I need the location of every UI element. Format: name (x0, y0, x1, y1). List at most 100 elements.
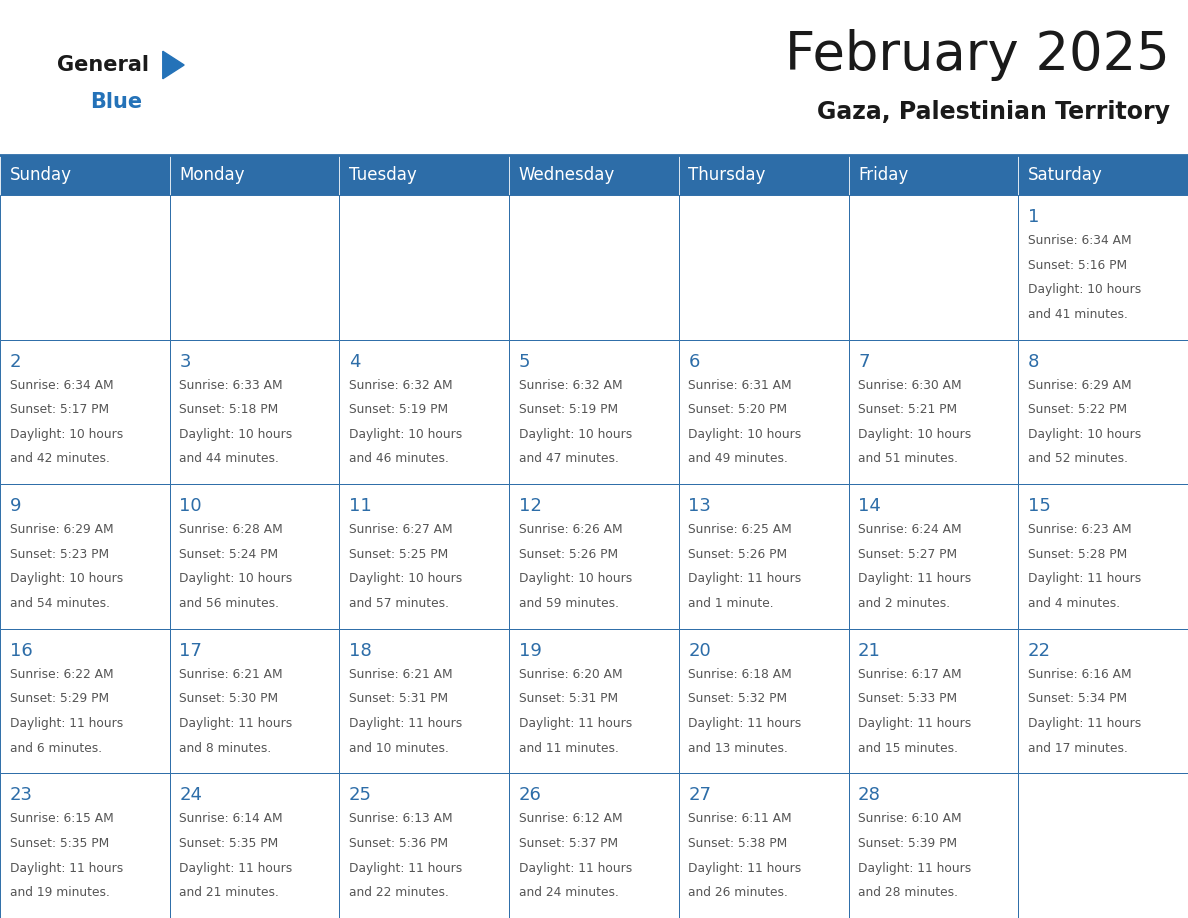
Text: Sunrise: 6:10 AM: Sunrise: 6:10 AM (858, 812, 962, 825)
Bar (340, 155, 510, 195)
Text: and 2 minutes.: and 2 minutes. (858, 597, 950, 610)
Text: Daylight: 11 hours: Daylight: 11 hours (349, 717, 462, 730)
Text: Daylight: 11 hours: Daylight: 11 hours (519, 862, 632, 875)
Text: Sunset: 5:33 PM: Sunset: 5:33 PM (858, 692, 958, 705)
Text: Sunday: Sunday (10, 166, 71, 184)
Text: Daylight: 10 hours: Daylight: 10 hours (349, 428, 462, 441)
Text: Sunset: 5:35 PM: Sunset: 5:35 PM (10, 837, 109, 850)
Text: Sunrise: 6:34 AM: Sunrise: 6:34 AM (10, 378, 113, 392)
Text: 18: 18 (349, 642, 372, 660)
Text: Daylight: 11 hours: Daylight: 11 hours (858, 862, 972, 875)
Bar (0, 195, 170, 340)
Text: 4: 4 (349, 353, 360, 371)
Text: Sunrise: 6:24 AM: Sunrise: 6:24 AM (858, 523, 962, 536)
Text: Sunrise: 6:17 AM: Sunrise: 6:17 AM (858, 667, 962, 681)
Bar (170, 195, 340, 340)
Text: Sunrise: 6:20 AM: Sunrise: 6:20 AM (519, 667, 623, 681)
Bar (848, 773, 1018, 918)
Text: Daylight: 11 hours: Daylight: 11 hours (519, 717, 632, 730)
Text: Sunset: 5:27 PM: Sunset: 5:27 PM (858, 548, 958, 561)
Bar (170, 340, 340, 484)
Text: 8: 8 (1028, 353, 1040, 371)
Text: Sunrise: 6:25 AM: Sunrise: 6:25 AM (688, 523, 792, 536)
Text: and 4 minutes.: and 4 minutes. (1028, 597, 1120, 610)
Text: Daylight: 11 hours: Daylight: 11 hours (858, 573, 972, 586)
Bar (510, 155, 678, 195)
Bar (678, 629, 848, 773)
Bar (340, 773, 510, 918)
Bar (1018, 195, 1188, 340)
Bar (678, 773, 848, 918)
Text: 19: 19 (519, 642, 542, 660)
Text: February 2025: February 2025 (785, 29, 1170, 81)
Text: Sunrise: 6:28 AM: Sunrise: 6:28 AM (179, 523, 283, 536)
Text: and 51 minutes.: and 51 minutes. (858, 453, 958, 465)
Text: and 47 minutes.: and 47 minutes. (519, 453, 619, 465)
Text: 14: 14 (858, 498, 881, 515)
Text: Daylight: 10 hours: Daylight: 10 hours (688, 428, 802, 441)
Text: Sunrise: 6:32 AM: Sunrise: 6:32 AM (349, 378, 453, 392)
Bar (0, 773, 170, 918)
Text: Sunset: 5:38 PM: Sunset: 5:38 PM (688, 837, 788, 850)
Bar (678, 484, 848, 629)
Text: 25: 25 (349, 787, 372, 804)
Text: Sunrise: 6:31 AM: Sunrise: 6:31 AM (688, 378, 792, 392)
Text: and 6 minutes.: and 6 minutes. (10, 742, 102, 755)
Text: and 26 minutes.: and 26 minutes. (688, 886, 788, 900)
Text: Sunrise: 6:29 AM: Sunrise: 6:29 AM (1028, 378, 1131, 392)
Text: Sunset: 5:28 PM: Sunset: 5:28 PM (1028, 548, 1127, 561)
Bar (1018, 484, 1188, 629)
Text: Sunrise: 6:34 AM: Sunrise: 6:34 AM (1028, 234, 1131, 247)
Text: and 1 minute.: and 1 minute. (688, 597, 775, 610)
Bar (1018, 629, 1188, 773)
Text: Daylight: 10 hours: Daylight: 10 hours (519, 428, 632, 441)
Text: Saturday: Saturday (1028, 166, 1102, 184)
Text: 10: 10 (179, 498, 202, 515)
Bar (510, 340, 678, 484)
Text: and 56 minutes.: and 56 minutes. (179, 597, 279, 610)
Text: 20: 20 (688, 642, 712, 660)
Text: Gaza, Palestinian Territory: Gaza, Palestinian Territory (817, 100, 1170, 124)
Text: 1: 1 (1028, 208, 1040, 226)
Text: Sunrise: 6:33 AM: Sunrise: 6:33 AM (179, 378, 283, 392)
Bar (170, 629, 340, 773)
Text: Sunrise: 6:21 AM: Sunrise: 6:21 AM (349, 667, 453, 681)
Text: Daylight: 11 hours: Daylight: 11 hours (10, 862, 122, 875)
Bar (1018, 155, 1188, 195)
Text: 5: 5 (519, 353, 530, 371)
Text: Daylight: 10 hours: Daylight: 10 hours (179, 573, 292, 586)
Text: Sunset: 5:26 PM: Sunset: 5:26 PM (519, 548, 618, 561)
Text: 21: 21 (858, 642, 881, 660)
Text: 27: 27 (688, 787, 712, 804)
Text: Daylight: 10 hours: Daylight: 10 hours (1028, 284, 1140, 297)
Text: 2: 2 (10, 353, 21, 371)
Text: and 17 minutes.: and 17 minutes. (1028, 742, 1127, 755)
Text: 13: 13 (688, 498, 712, 515)
Text: Daylight: 10 hours: Daylight: 10 hours (349, 573, 462, 586)
Bar (340, 340, 510, 484)
Text: Sunrise: 6:22 AM: Sunrise: 6:22 AM (10, 667, 113, 681)
Text: 11: 11 (349, 498, 372, 515)
Bar (170, 484, 340, 629)
Bar (170, 155, 340, 195)
Text: Sunrise: 6:16 AM: Sunrise: 6:16 AM (1028, 667, 1131, 681)
Text: Sunset: 5:31 PM: Sunset: 5:31 PM (349, 692, 448, 705)
Text: Sunrise: 6:29 AM: Sunrise: 6:29 AM (10, 523, 113, 536)
Bar (170, 773, 340, 918)
Text: Daylight: 10 hours: Daylight: 10 hours (1028, 428, 1140, 441)
Text: Sunrise: 6:30 AM: Sunrise: 6:30 AM (858, 378, 962, 392)
Text: Sunset: 5:24 PM: Sunset: 5:24 PM (179, 548, 278, 561)
Text: Daylight: 11 hours: Daylight: 11 hours (179, 717, 292, 730)
Text: 23: 23 (10, 787, 32, 804)
Bar (678, 155, 848, 195)
Text: 7: 7 (858, 353, 870, 371)
Text: Sunrise: 6:23 AM: Sunrise: 6:23 AM (1028, 523, 1131, 536)
Bar (678, 195, 848, 340)
Bar (340, 484, 510, 629)
Text: 3: 3 (179, 353, 191, 371)
Text: 26: 26 (519, 787, 542, 804)
Text: Sunrise: 6:15 AM: Sunrise: 6:15 AM (10, 812, 113, 825)
Text: Sunset: 5:37 PM: Sunset: 5:37 PM (519, 837, 618, 850)
Text: Daylight: 11 hours: Daylight: 11 hours (1028, 573, 1140, 586)
Bar (510, 773, 678, 918)
